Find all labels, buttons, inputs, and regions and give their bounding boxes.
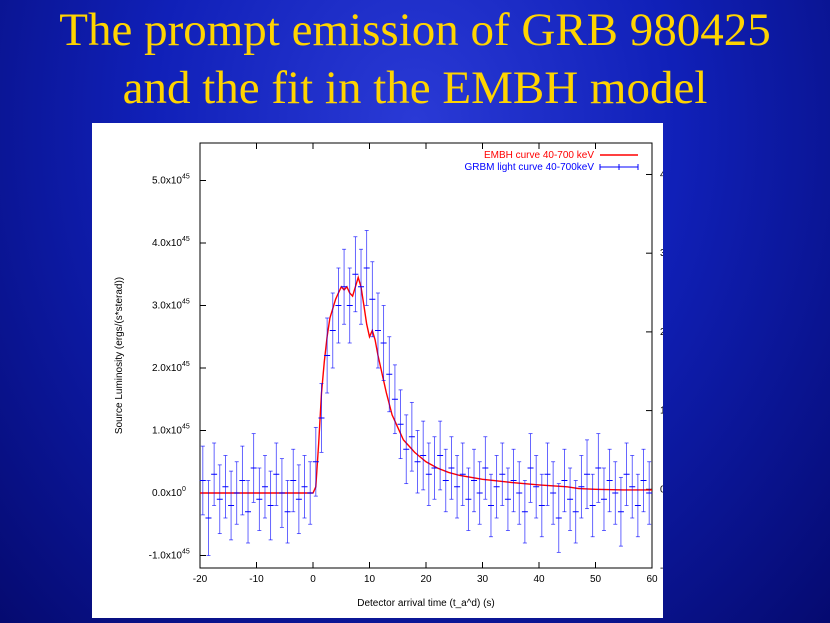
left-tick-exponent: 45 (182, 299, 190, 306)
left-tick-label: 1.0x10 (152, 426, 182, 437)
right-tick-label: 3.0x10 (660, 248, 663, 259)
left-tick-label: 0.0x10 (152, 488, 182, 499)
left-axis-label: Source Luminosity (ergs/(s*sterad)) (114, 277, 125, 434)
right-tick-label: 4.0x10 (660, 169, 663, 180)
embh-curve-line (200, 274, 652, 494)
x-tick-label: -10 (249, 574, 264, 585)
right-tick-label: 2.0x10 (660, 327, 663, 338)
left-tick-label: 3.0x10 (152, 301, 182, 312)
x-tick-label: 0 (310, 574, 316, 585)
left-tick-exponent: 45 (182, 236, 190, 243)
right-tick-label: -1.0x10 (660, 563, 663, 574)
x-tick-label: 20 (420, 574, 432, 585)
left-tick-exponent: 45 (182, 174, 190, 181)
x-tick-label: -20 (193, 574, 208, 585)
left-tick-label: 2.0x10 (152, 363, 182, 374)
plot-panel: -20 -10 0 10 20 30 40 50 60 -1.0x10 45 0.0x10 0 1.0x1… (92, 123, 663, 618)
legend-label: GRBM light curve 40-700keV (464, 162, 594, 173)
x-axis-label: Detector arrival time (t_a^d) (s) (357, 598, 495, 609)
legend-label: EMBH curve 40-700 keV (484, 150, 594, 161)
x-tick-label: 50 (590, 574, 602, 585)
left-tick-label: 5.0x10 (152, 176, 182, 187)
series-1 (199, 230, 653, 556)
right-tick-label: 0.0x10 (660, 484, 663, 495)
x-tick-label: 60 (646, 574, 658, 585)
left-tick-exponent: 45 (182, 549, 190, 556)
left-tick-label: -1.0x10 (149, 551, 183, 562)
plot-frame (199, 142, 653, 569)
x-tick-label: 30 (477, 574, 489, 585)
right-tick-label: 1.0x10 (660, 406, 663, 417)
left-tick-exponent: 0 (182, 486, 186, 493)
left-tick-label: 4.0x10 (152, 238, 182, 249)
slide-title-line-1: The prompt emission of GRB 980425 (59, 4, 771, 56)
grb-light-curve-chart: -20 -10 0 10 20 30 40 50 60-1.0x10 450.0x10 01.0x1… (114, 142, 663, 609)
left-tick-exponent: 45 (182, 361, 190, 368)
x-tick-label: 40 (533, 574, 545, 585)
left-tick-exponent: 45 (182, 424, 190, 431)
slide-title-line-2: and the fit in the EMBH model (122, 62, 708, 114)
x-tick-label: 10 (364, 574, 376, 585)
series-0 (200, 274, 652, 494)
